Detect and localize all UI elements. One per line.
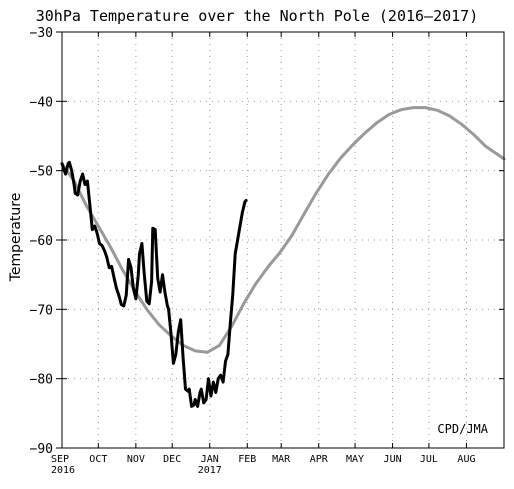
x-tick-year-label: 2016 <box>51 465 75 476</box>
x-tick-label: AUG <box>457 454 475 465</box>
x-tick-label: OCT <box>89 454 107 465</box>
series-lines <box>60 106 506 408</box>
y-tick-label: −30 <box>30 26 53 41</box>
y-tick-label: −40 <box>30 95 53 110</box>
x-tick-year-label: 2017 <box>198 465 222 476</box>
x-tick-label: FEB <box>238 454 256 465</box>
x-tick-label: JUL <box>420 454 438 465</box>
x-tick-label: SEP <box>51 454 69 465</box>
x-tick-label: MAY <box>346 454 364 465</box>
chart-title: 30hPa Temperature over the North Pole (2… <box>36 7 479 25</box>
y-tick-label: −60 <box>30 234 53 249</box>
climatology-line <box>60 106 506 354</box>
x-tick-label: JUN <box>384 454 402 465</box>
observed-line <box>60 160 248 408</box>
x-tick-label: JAN <box>201 454 219 465</box>
y-tick-label: −70 <box>30 303 53 318</box>
y-tick-label: −80 <box>30 373 53 388</box>
gridlines <box>62 32 504 448</box>
y-tick-label: −90 <box>30 442 53 457</box>
credit-label: CPD/JMA <box>437 422 488 436</box>
x-tick-label: DEC <box>163 454 181 465</box>
x-tick-label: NOV <box>127 454 145 465</box>
x-tick-label: APR <box>310 454 329 465</box>
y-axis-label: Temperature <box>8 193 24 283</box>
y-tick-label: −50 <box>30 165 53 180</box>
x-tick-label: MAR <box>272 454 291 465</box>
